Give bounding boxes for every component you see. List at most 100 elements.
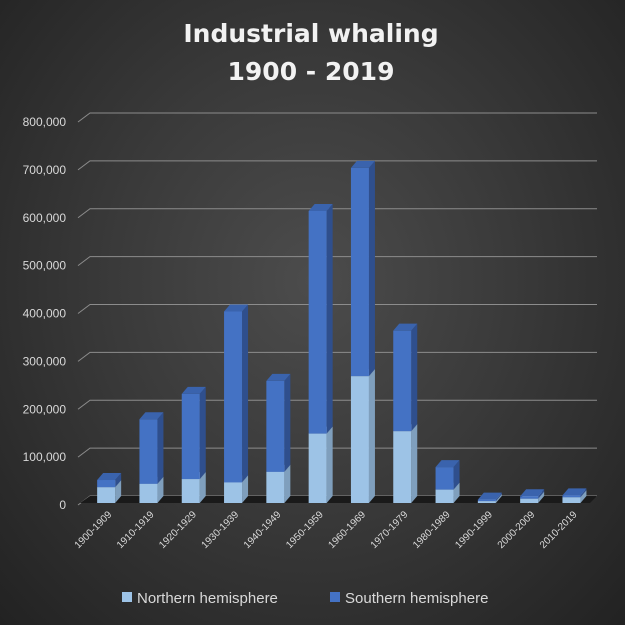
- bar-side: [115, 480, 122, 503]
- bar-segment: [224, 311, 243, 483]
- y-tick-label: 0: [59, 498, 66, 512]
- x-tick-label: 1910-1919: [115, 509, 157, 551]
- bar-segment: [393, 330, 412, 432]
- bar-segment: [181, 393, 200, 480]
- y-tick-label: 700,000: [23, 163, 67, 177]
- bar-segment: [97, 487, 116, 503]
- bar-top: [139, 412, 164, 420]
- bar-side: [538, 489, 545, 499]
- gridline: [77, 112, 597, 123]
- bar-segment: [520, 498, 539, 503]
- x-tick-label: 1970-1979: [369, 509, 411, 551]
- bar-top: [308, 203, 333, 211]
- bar-side: [326, 426, 333, 503]
- bar-side: [368, 160, 375, 377]
- gridline: [77, 351, 597, 362]
- bar-segment: [266, 471, 285, 503]
- bar-side: [495, 492, 502, 502]
- bar-segment: [139, 419, 158, 484]
- bars: [97, 160, 587, 503]
- bar-segment: [477, 499, 496, 502]
- bar-segment: [562, 497, 581, 503]
- bar-side: [368, 369, 375, 503]
- y-tick-label: 200,000: [23, 402, 67, 416]
- bar-top: [266, 373, 291, 381]
- bar-segment: [308, 210, 327, 434]
- y-axis: 0 100,000 200,000 300,000 400,000 500,000 600,…: [23, 115, 67, 512]
- gridlines: [77, 112, 597, 506]
- bar-segment: [139, 483, 158, 503]
- bar-segment: [97, 480, 116, 488]
- y-tick-label: 800,000: [23, 115, 67, 129]
- x-tick-label: 1920-1929: [157, 509, 199, 551]
- bar-top: [97, 473, 122, 481]
- bar-segment: [435, 489, 454, 503]
- x-tick-label: 1900-1909: [73, 509, 115, 551]
- y-tick-label: 600,000: [23, 211, 67, 225]
- bar-segment: [224, 482, 243, 503]
- x-tick-label: 1930-1939: [200, 509, 242, 551]
- legend-label-northern: Northern hemisphere: [137, 590, 278, 607]
- bar-side: [284, 373, 291, 472]
- gridline: [77, 304, 597, 314]
- bar-top: [435, 460, 460, 468]
- legend-swatch-northern: [122, 592, 132, 602]
- bar-segment: [435, 467, 454, 490]
- gridline: [77, 399, 597, 410]
- gridline: [77, 447, 597, 458]
- bar-segment: [350, 376, 369, 503]
- bar-segment: [520, 496, 539, 499]
- x-tick-label: 2000-2009: [496, 509, 538, 551]
- bar-top: [520, 489, 545, 497]
- bar-segment: [181, 479, 200, 503]
- y-tick-label: 500,000: [23, 259, 67, 273]
- bar-segment: [266, 380, 285, 472]
- bar-side: [580, 488, 587, 498]
- bar-top: [350, 160, 375, 168]
- x-tick-label: 1990-1999: [453, 509, 495, 551]
- y-tick-label: 400,000: [23, 307, 67, 321]
- bar-segment: [350, 167, 369, 377]
- bar-side: [453, 482, 460, 503]
- bar-side: [157, 476, 164, 503]
- gridline: [77, 208, 597, 219]
- bar-side: [199, 386, 206, 480]
- bar-side: [115, 473, 122, 488]
- bar-top: [393, 323, 418, 331]
- bar-side: [538, 491, 545, 503]
- bar-top: [224, 304, 249, 312]
- x-axis: 1900-1909 1910-1919 1920-1929 1930-1939 1940…: [73, 509, 580, 551]
- bar-segment: [477, 501, 496, 503]
- floor-plane: [80, 496, 597, 503]
- bar-side: [157, 412, 164, 484]
- legend: Northern hemisphere Southern hemisphere: [122, 590, 488, 607]
- bar-side: [284, 464, 291, 503]
- bar-side: [326, 203, 333, 434]
- chart-floor: [80, 496, 597, 503]
- x-tick-label: 1940-1949: [242, 509, 284, 551]
- bar-side: [242, 475, 249, 503]
- y-tick-label: 300,000: [23, 354, 67, 368]
- bar-side: [199, 472, 206, 503]
- bar-side: [411, 323, 418, 432]
- y-tick-label: 100,000: [23, 450, 67, 464]
- bar-segment: [308, 433, 327, 503]
- legend-swatch-southern: [330, 592, 340, 602]
- bar-side: [242, 304, 249, 483]
- chart-title-line1: Industrial whaling: [183, 19, 438, 48]
- gridline: [77, 256, 597, 267]
- x-tick-label: 2010-2019: [538, 509, 580, 551]
- gridline: [77, 160, 597, 171]
- x-tick-label: 1980-1989: [411, 509, 453, 551]
- legend-label-southern: Southern hemisphere: [345, 590, 488, 607]
- bar-side: [495, 494, 502, 503]
- bar-top: [562, 488, 587, 496]
- bar-top: [477, 492, 502, 500]
- chart-title-line2: 1900 - 2019: [228, 57, 395, 86]
- bar-side: [580, 490, 587, 503]
- bar-side: [453, 460, 460, 490]
- bar-segment: [393, 431, 412, 503]
- x-tick-label: 1960-1969: [326, 509, 368, 551]
- bar-top: [181, 386, 206, 394]
